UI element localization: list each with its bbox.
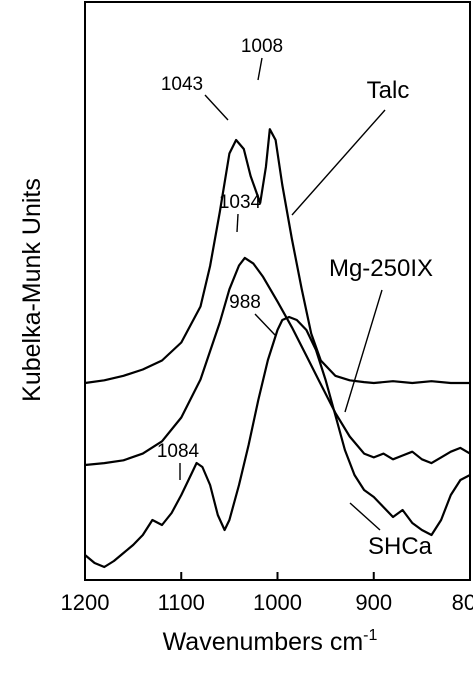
peak-label-1034: 1034 [219, 192, 262, 213]
curves [84, 128, 471, 569]
series-label-talc: Talc [367, 77, 410, 104]
series-line-shca [84, 315, 471, 569]
annotations: 1008 1043 1034 988 1084 Talc Mg-250IX SHCa [157, 36, 433, 560]
peak-label-1084: 1084 [157, 441, 200, 462]
peak-leader-1008 [257, 57, 263, 81]
peak-leader-988 [254, 313, 276, 336]
peak-label-1043: 1043 [161, 74, 203, 95]
peak-label-988: 988 [229, 292, 261, 313]
peak-leader-1043 [204, 94, 229, 121]
series-line-talc [84, 128, 470, 385]
x-axis-title: Wavenumbers cm-1 [163, 627, 378, 656]
peak-leader-1034 [236, 213, 239, 233]
x-axis-title-superscript: -1 [363, 627, 377, 644]
x-tick-label-1000: 1000 [253, 590, 302, 615]
series-leader-mg-250ix [344, 289, 383, 413]
series-line-mg-250ix [84, 256, 471, 467]
x-tick-label-900: 900 [355, 590, 392, 615]
series-label-shca: SHCa [368, 533, 433, 560]
series-leader-talc [291, 109, 386, 216]
x-ticks: 1200 1100 1000 900 800 [61, 572, 473, 615]
plot-frame [84, 1, 471, 581]
x-tick-label-800: 800 [452, 590, 473, 615]
series-label-mg-250ix: Mg-250IX [329, 255, 433, 282]
series-leader-shca [349, 502, 381, 531]
x-axis-title-text: Wavenumbers cm [163, 628, 364, 656]
x-tick-label-1100: 1100 [158, 590, 205, 615]
x-tick-label-1200: 1200 [61, 590, 110, 615]
peak-label-1008: 1008 [241, 36, 283, 57]
y-axis-title: Kubelka-Munk Units [18, 178, 46, 402]
